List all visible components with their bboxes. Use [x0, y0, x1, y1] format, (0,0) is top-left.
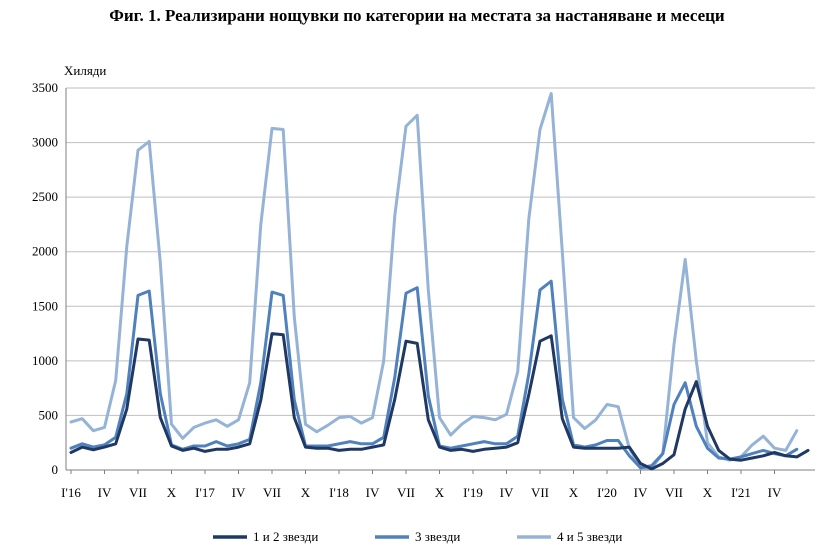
chart-title: Фиг. 1. Реализирани нощувки по категории… [109, 6, 725, 25]
x-tick-label: VII [263, 485, 281, 500]
y-unit-label: Хиляди [64, 63, 106, 78]
legend-label: 3 звезди [415, 529, 460, 544]
x-tick-label: VII [531, 485, 549, 500]
x-tick-label: X [167, 485, 177, 500]
x-tick-label: IV [232, 485, 246, 500]
x-tick-label: X [703, 485, 713, 500]
legend-label: 1 и 2 звезди [253, 529, 318, 544]
y-tick-label: 1000 [32, 353, 58, 368]
x-tick-label: IV [366, 485, 380, 500]
x-tick-label: IV [634, 485, 648, 500]
x-tick-label: I'19 [463, 485, 483, 500]
legend: 1 и 2 звезди 3 звезди 4 и 5 звезди [213, 529, 622, 544]
axes: 0 500 1000 1500 2000 2500 3000 3500 I'16 IV VII X I'… [32, 80, 815, 500]
y-tick-label: 0 [52, 462, 59, 477]
x-tick-label: IV [768, 485, 782, 500]
x-tick-label: X [435, 485, 445, 500]
series-lines [69, 92, 810, 471]
x-tick-label: IV [98, 485, 112, 500]
x-tick-label: VII [397, 485, 415, 500]
y-tick-label: 3500 [32, 80, 58, 95]
x-tick-label: I'16 [61, 485, 81, 500]
y-tick-label: 2500 [32, 189, 58, 204]
x-tick-label: I'21 [731, 485, 751, 500]
series-line-4-и-5-звезди [69, 92, 799, 470]
x-tick-label: IV [500, 485, 514, 500]
y-tick-label: 2000 [32, 244, 58, 259]
y-tick-label: 1500 [32, 298, 58, 313]
series-line-3-звезди [69, 279, 799, 470]
gridlines [66, 87, 815, 416]
x-tick-label: VII [665, 485, 683, 500]
x-tick-label: VII [129, 485, 147, 500]
x-tick-label: I'20 [597, 485, 617, 500]
x-tick-label: X [301, 485, 311, 500]
y-tick-label: 500 [39, 407, 59, 422]
x-tick-label: I'17 [195, 485, 215, 500]
x-tick-label: I'18 [329, 485, 349, 500]
y-tick-label: 3000 [32, 135, 58, 150]
series-line-1-и-2-звезди [69, 332, 810, 471]
legend-label: 4 и 5 звезди [557, 529, 622, 544]
x-tick-label: X [569, 485, 579, 500]
